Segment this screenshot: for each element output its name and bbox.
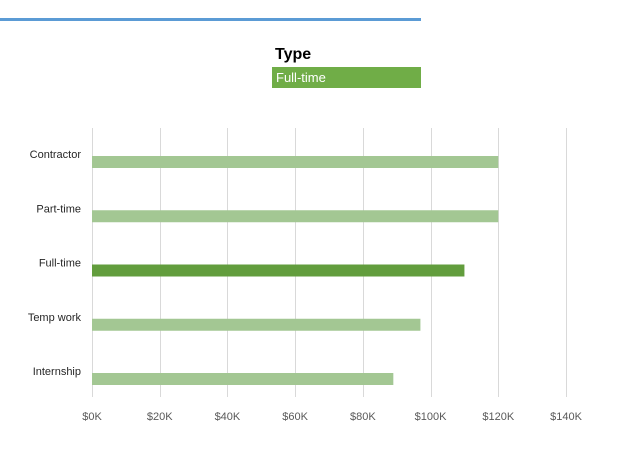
x-tick-label: $0K xyxy=(82,411,102,423)
x-tick-label: $100K xyxy=(415,411,447,423)
x-tick-label: $120K xyxy=(482,411,514,423)
bar-temp-work[interactable] xyxy=(92,318,421,331)
bar-part-time[interactable] xyxy=(92,210,499,223)
x-tick-label: $140K xyxy=(550,411,582,423)
y-category-label: Internship xyxy=(33,366,81,378)
slicer-title: Type xyxy=(275,46,312,63)
slicer-item-selected[interactable]: Full-time xyxy=(272,67,421,88)
header-rule xyxy=(0,18,421,21)
y-category-label: Part-time xyxy=(36,203,81,215)
y-category-label: Full-time xyxy=(39,258,81,270)
x-tick-label: $40K xyxy=(215,411,241,423)
y-category-label: Contractor xyxy=(30,149,82,161)
y-category-label: Temp work xyxy=(28,312,82,324)
bar-internship[interactable] xyxy=(92,373,394,385)
bar-full-time[interactable] xyxy=(92,264,465,277)
x-tick-label: $20K xyxy=(147,411,173,423)
x-tick-label: $60K xyxy=(282,411,308,423)
x-tick-label: $80K xyxy=(350,411,376,423)
bar-contractor[interactable] xyxy=(92,156,499,168)
